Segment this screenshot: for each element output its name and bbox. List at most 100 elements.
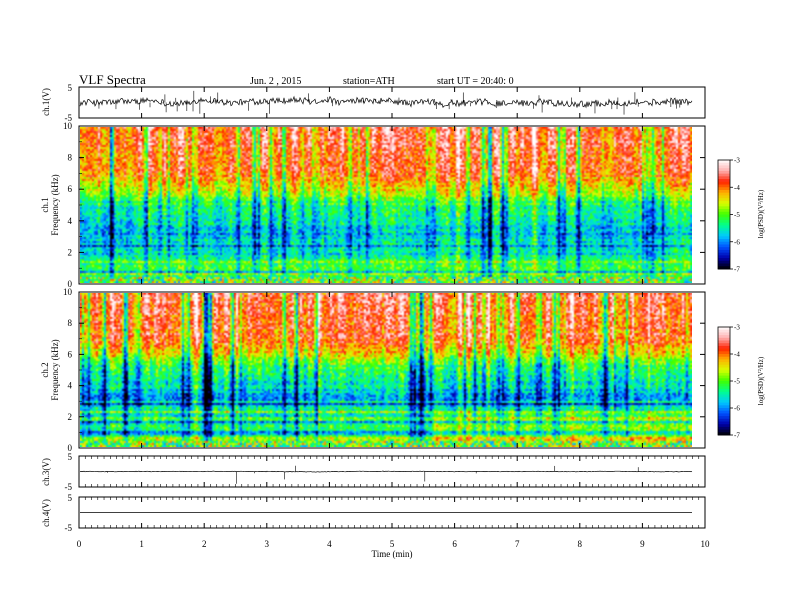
- ch1-spec-channel-label: ch.1: [40, 197, 50, 212]
- colorbar-cell: [718, 217, 730, 221]
- colorbar-cell: [718, 249, 730, 254]
- ch2-spectrogram-image: [80, 293, 692, 447]
- frequency-tick-label: 2: [68, 247, 73, 257]
- colorbar-cell: [718, 200, 730, 205]
- colorbar-cell: [718, 241, 730, 245]
- colorbar-cell: [718, 255, 730, 259]
- ch2-frequency-ylabel: Frequency (kHz): [50, 339, 60, 400]
- time-tick-label: 9: [640, 539, 645, 549]
- colorbar-tick-label: -5: [734, 211, 740, 219]
- colorbar-cell: [718, 356, 730, 360]
- colorbar-tick-label: -3: [734, 324, 740, 332]
- colorbar-cell: [718, 195, 730, 199]
- colorbar-cell: [718, 367, 730, 371]
- colorbar-cell: [718, 219, 730, 224]
- colorbar-cell: [718, 187, 730, 191]
- ch1-waveform-trace: [79, 90, 693, 115]
- colorbar-cell: [718, 189, 730, 194]
- colorbar-cell: [718, 410, 730, 414]
- time-tick-label: 2: [202, 539, 207, 549]
- colorbar-cell: [718, 429, 730, 433]
- colorbar-cell: [718, 340, 730, 344]
- time-axis-label: Time (min): [372, 549, 413, 559]
- colorbar-cell: [718, 165, 730, 169]
- colorbar-tick-label: -4: [734, 351, 740, 359]
- figure-title: VLF Spectra: [79, 72, 146, 87]
- colorbar-cell: [718, 247, 730, 251]
- colorbar-tick-label: -5: [734, 378, 740, 386]
- time-tick-label: 8: [578, 539, 583, 549]
- colorbar-cell: [718, 348, 730, 352]
- ch4-ytick-bottom: -5: [65, 523, 73, 533]
- ch1-ytick-bottom: -5: [65, 113, 73, 123]
- ch4-ytick-top: 5: [68, 493, 73, 503]
- colorbar-cell: [718, 364, 730, 368]
- colorbar-cell: [718, 168, 730, 172]
- colorbar-cell: [718, 337, 730, 341]
- colorbar-cell: [718, 214, 730, 218]
- colorbar-cell: [718, 351, 730, 355]
- colorbar-cell: [718, 260, 730, 265]
- colorbar-cell: [718, 239, 730, 243]
- colorbar-cell: [718, 394, 730, 398]
- ch2-spectrogram-panel: 10 8 6 4 2 0 ch.2 Frequency (kHz): [40, 287, 706, 453]
- colorbar-cell: [718, 176, 730, 180]
- frequency-tick-label: 0: [68, 279, 73, 289]
- ch2-colorbar: -3 -4 -5 -6 -7 log(PSD)(V²/Hz): [717, 324, 765, 440]
- colorbar-cell: [718, 386, 730, 390]
- colorbar-cell: [718, 345, 730, 350]
- colorbar-cell: [718, 244, 730, 248]
- frequency-tick-label: 2: [68, 412, 73, 422]
- ch1-colorbar-ticks: -3 -4 -5 -6 -7: [730, 157, 740, 274]
- colorbar-cell: [718, 211, 730, 215]
- time-tick-label: 3: [265, 539, 270, 549]
- waveform-line: [80, 470, 693, 473]
- frequency-tick-label: 6: [68, 349, 73, 359]
- colorbar-cell: [718, 405, 730, 409]
- time-tick-label: 1: [139, 539, 144, 549]
- colorbar-cell: [718, 391, 730, 395]
- colorbar-cell: [718, 236, 730, 240]
- colorbar-cell: [718, 413, 730, 417]
- colorbar-cell: [718, 233, 730, 237]
- colorbar-cell: [718, 198, 730, 202]
- colorbar-cell: [718, 372, 730, 377]
- colorbar-cell: [718, 332, 730, 336]
- ch2-spec-channel-label: ch.2: [40, 362, 50, 377]
- colorbar-cell: [718, 397, 730, 401]
- frequency-tick-label: 8: [68, 318, 73, 328]
- colorbar-cell: [718, 263, 730, 267]
- colorbar-tick-label: -6: [734, 405, 740, 413]
- frequency-tick-label: 8: [68, 153, 73, 163]
- time-tick-label: 5: [390, 539, 395, 549]
- date-label: Jun. 2 , 2015: [250, 76, 301, 87]
- colorbar-tick-label: -4: [734, 184, 740, 192]
- colorbar-cell: [718, 192, 730, 196]
- frequency-tick-label: 10: [63, 121, 73, 131]
- colorbar-cell: [718, 258, 730, 262]
- waveform-line: [79, 95, 693, 109]
- colorbar-cell: [718, 399, 730, 404]
- ch1-frequency-ticks: 10 8 6 4 2 0: [63, 121, 705, 289]
- colorbar-cell: [718, 354, 730, 358]
- ch1-spectrogram-image: [80, 127, 692, 283]
- ch1-waveform-ylabel: ch.1(V): [41, 88, 51, 116]
- frequency-tick-label: 6: [68, 184, 73, 194]
- ch1-frequency-ylabel: Frequency (kHz): [50, 174, 60, 235]
- colorbar-cell: [718, 184, 730, 188]
- colorbar-cell: [718, 408, 730, 412]
- ch3-waveform-ylabel: ch.3(V): [41, 458, 51, 486]
- colorbar-cell: [718, 383, 730, 387]
- colorbar-cell: [718, 173, 730, 177]
- ch2-colorbar-ticks: -3 -4 -5 -6 -7: [730, 324, 740, 440]
- ch3-ytick-top: 5: [68, 452, 73, 462]
- colorbar-cell: [718, 343, 730, 347]
- time-tick-label: 0: [77, 539, 82, 549]
- time-tick-label: 4: [327, 539, 332, 549]
- colorbar-cell: [718, 228, 730, 232]
- ch2-colorbar-gradient: [717, 326, 731, 436]
- start-time-label: start UT = 20:40: 0: [437, 76, 514, 87]
- colorbar-tick-label: -7: [734, 266, 740, 274]
- ch1-colorbar: -3 -4 -5 -6 -7 log(PSD)(V²/Hz): [717, 157, 765, 274]
